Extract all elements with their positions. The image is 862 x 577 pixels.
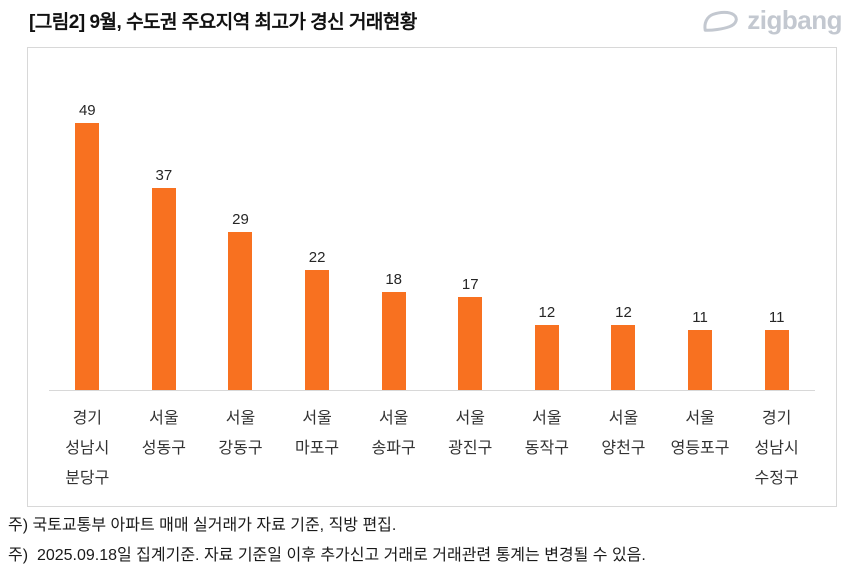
bar bbox=[151, 188, 176, 390]
bar bbox=[228, 232, 253, 390]
bar-value-label: 18 bbox=[385, 271, 403, 288]
bar-value-label: 37 bbox=[155, 167, 173, 184]
bar bbox=[381, 292, 406, 390]
bar-value-label: 17 bbox=[461, 276, 479, 293]
zigbang-bubble-icon bbox=[702, 7, 740, 35]
bar bbox=[764, 330, 789, 390]
category-label: 경기 성남시 분당구 bbox=[65, 410, 110, 487]
bar-value-label: 12 bbox=[615, 304, 632, 321]
bar-value-label: 12 bbox=[538, 304, 556, 321]
bar-value-label: 11 bbox=[692, 309, 708, 326]
zigbang-logo: zigbang bbox=[702, 5, 842, 36]
category-label: 서울 광진구 bbox=[448, 410, 493, 457]
bar-slot: 11 bbox=[662, 48, 739, 390]
category-label: 서울 양천구 bbox=[601, 410, 646, 457]
page-title: [그림2] 9월, 수도권 주요지역 최고가 경신 거래현황 bbox=[29, 12, 417, 33]
bar bbox=[458, 297, 483, 390]
bar-slot: 12 bbox=[585, 48, 662, 390]
category-label: 서울 강동구 bbox=[218, 410, 263, 457]
footnote-source: 주) 국토교통부 아파트 매매 실거래가 자료 기준, 직방 편집. bbox=[8, 517, 397, 534]
category-label: 서울 영등포구 bbox=[670, 410, 730, 457]
bar-slot: 18 bbox=[355, 48, 432, 390]
bar-value-label: 11 bbox=[768, 309, 785, 326]
bar bbox=[611, 325, 636, 390]
bar-slot: 12 bbox=[509, 48, 586, 390]
bar-slot: 17 bbox=[432, 48, 509, 390]
bar-slot: 37 bbox=[126, 48, 203, 390]
bar bbox=[688, 330, 713, 390]
bar bbox=[534, 325, 559, 390]
plot-area: 49 37 29 22 18 17 12 12 11 11 bbox=[49, 48, 815, 391]
bar-value-label: 49 bbox=[78, 102, 96, 119]
footnote-date: 주) 2025.09.18일 집계기준. 자료 기준일 이후 추가신고 거래로 … bbox=[8, 547, 646, 564]
bar-slot: 11 bbox=[738, 48, 815, 390]
category-labels: 경기 성남시 분당구 서울 성동구 서울 강동구 서울 마포구 서울 송파구 서울 광진구… bbox=[49, 404, 815, 494]
bar-value-label: 29 bbox=[232, 211, 249, 228]
bar-slot: 49 bbox=[49, 48, 126, 390]
bar-slot: 29 bbox=[202, 48, 279, 390]
category-label: 서울 송파구 bbox=[371, 410, 416, 457]
bar bbox=[75, 123, 100, 390]
category-label: 경기 성남시 수정구 bbox=[754, 410, 799, 487]
bar bbox=[305, 270, 330, 390]
bar-value-label: 22 bbox=[308, 249, 326, 266]
zigbang-logo-text: zigbang bbox=[747, 5, 842, 35]
footnotes: 주) 국토교통부 아파트 매매 실거래가 자료 기준, 직방 편집. 주) 20… bbox=[8, 511, 646, 571]
category-label: 서울 성동구 bbox=[141, 410, 186, 457]
category-label: 서울 마포구 bbox=[294, 410, 340, 457]
bar-chart: 49 37 29 22 18 17 12 12 11 11 경기 성남시 분당구 서울 성동구 서울 … bbox=[27, 47, 837, 507]
bar-slot: 22 bbox=[279, 48, 356, 390]
category-label: 서울 동작구 bbox=[524, 410, 569, 457]
